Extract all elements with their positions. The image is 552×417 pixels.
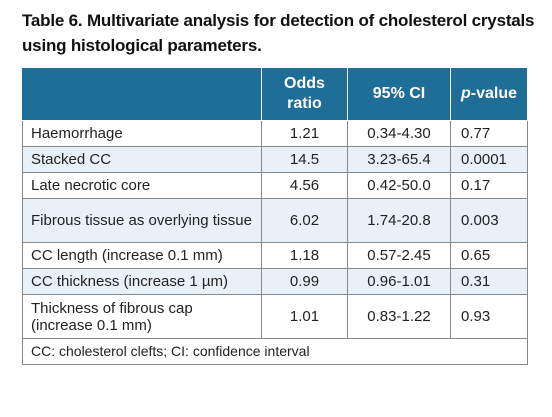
table-row: Haemorrhage 1.21 0.34-4.30 0.77 xyxy=(22,120,528,147)
row-p-value: 0.17 xyxy=(450,172,528,199)
table-row: CC thickness (increase 1 µm) 0.99 0.96-1… xyxy=(22,268,528,295)
row-odds-ratio: 6.02 xyxy=(261,198,348,243)
header-label xyxy=(22,67,262,121)
table-row: Stacked CC 14.5 3.23-65.4 0.0001 xyxy=(22,146,528,173)
header-ci: 95% CI xyxy=(347,67,451,121)
row-label: Late necrotic core xyxy=(22,172,262,199)
row-odds-ratio: 1.01 xyxy=(261,294,348,339)
row-ci: 0.42-50.0 xyxy=(347,172,451,199)
row-odds-ratio: 0.99 xyxy=(261,268,348,295)
row-p-value: 0.31 xyxy=(450,268,528,295)
header-p-rest: -value xyxy=(470,85,518,102)
row-ci: 3.23-65.4 xyxy=(347,146,451,173)
row-odds-ratio: 14.5 xyxy=(261,146,348,173)
header-odds-line2: ratio xyxy=(287,95,322,112)
row-label: Fibrous tissue as overlying tissue xyxy=(22,198,262,243)
row-p-value: 0.77 xyxy=(450,120,528,147)
results-table: Odds ratio 95% CI p-value Haemorrhage 1.… xyxy=(22,67,528,365)
row-odds-ratio: 1.21 xyxy=(261,120,348,147)
table-row: Late necrotic core 4.56 0.42-50.0 0.17 xyxy=(22,172,528,199)
row-p-value: 0.93 xyxy=(450,294,528,339)
row-odds-ratio: 4.56 xyxy=(261,172,348,199)
row-ci: 0.83-1.22 xyxy=(347,294,451,339)
row-ci: 0.96-1.01 xyxy=(347,268,451,295)
header-row: Odds ratio 95% CI p-value xyxy=(22,67,528,121)
table-row: CC length (increase 0.1 mm) 1.18 0.57-2.… xyxy=(22,242,528,269)
header-p-value: p-value xyxy=(450,67,528,121)
row-label: CC thickness (increase 1 µm) xyxy=(22,268,262,295)
row-label: Thickness of fibrous cap (increase 0.1 m… xyxy=(22,294,262,339)
row-p-value: 0.003 xyxy=(450,198,528,243)
header-odds-line1: Odds xyxy=(284,75,325,92)
row-ci: 0.34-4.30 xyxy=(347,120,451,147)
row-odds-ratio: 1.18 xyxy=(261,242,348,269)
header-p-italic: p xyxy=(460,85,471,102)
row-label: Haemorrhage xyxy=(22,120,262,147)
row-p-value: 0.65 xyxy=(450,242,528,269)
table-row: Fibrous tissue as overlying tissue 6.02 … xyxy=(22,198,528,243)
row-ci: 0.57-2.45 xyxy=(347,242,451,269)
row-ci: 1.74-20.8 xyxy=(347,198,451,243)
table-footnote: CC: cholesterol clefts; CI: confidence i… xyxy=(22,338,528,365)
row-label: CC length (increase 0.1 mm) xyxy=(22,242,262,269)
row-p-value: 0.0001 xyxy=(450,146,528,173)
footnote-row: CC: cholesterol clefts; CI: confidence i… xyxy=(22,338,528,365)
header-odds-ratio: Odds ratio xyxy=(261,67,348,121)
table-title: Table 6. Multivariate analysis for detec… xyxy=(22,11,535,55)
row-label: Stacked CC xyxy=(22,146,262,173)
table-row: Thickness of fibrous cap (increase 0.1 m… xyxy=(22,294,528,339)
